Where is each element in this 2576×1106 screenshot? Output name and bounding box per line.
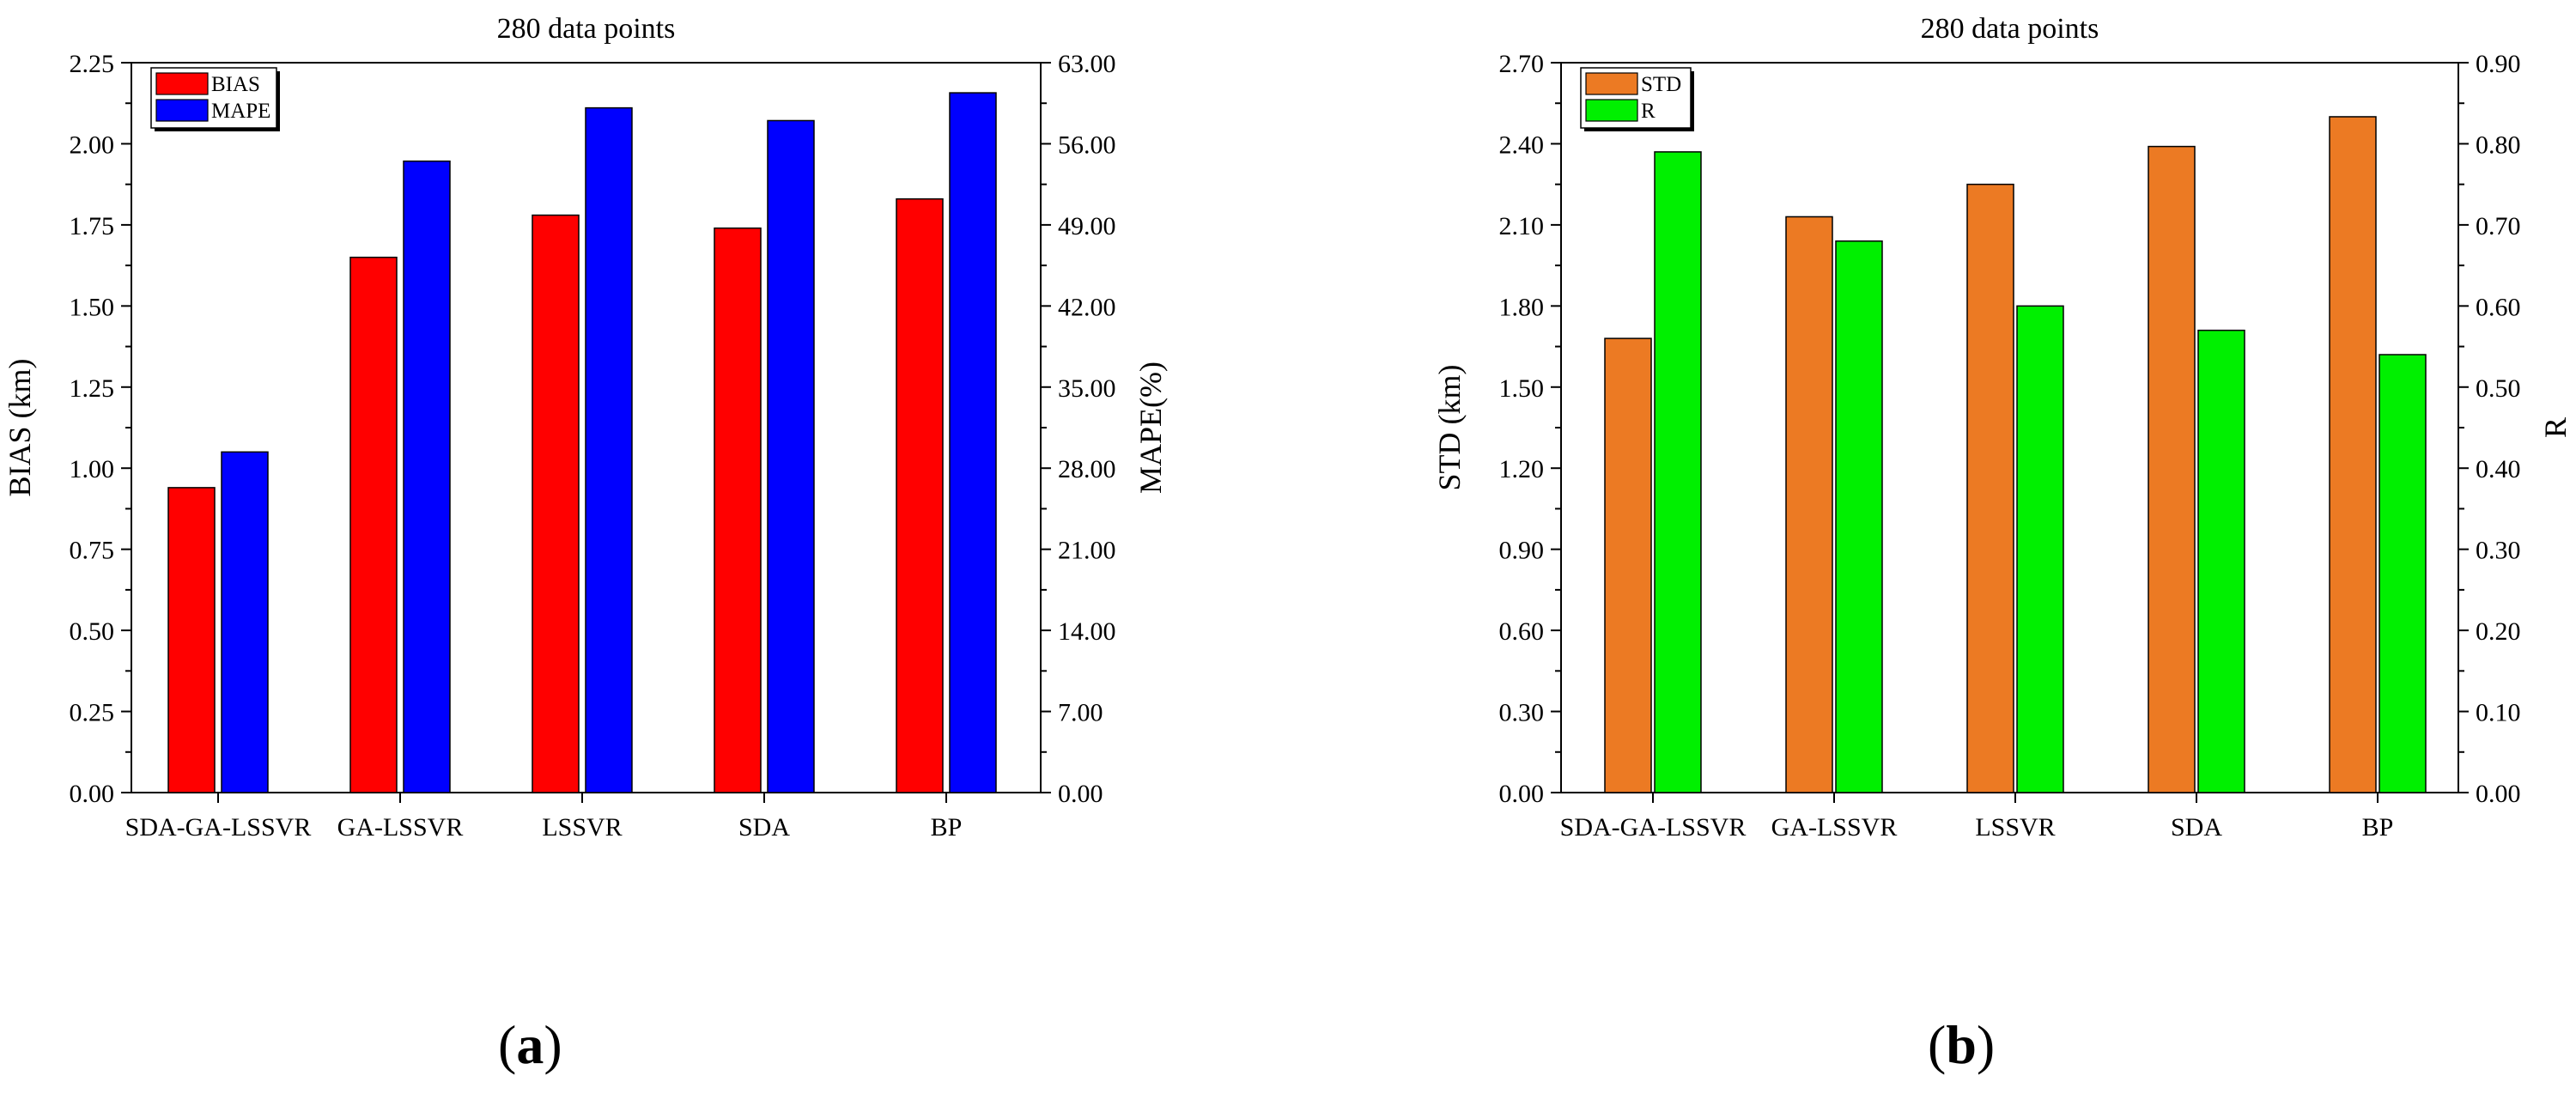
bar-std-ga-lssvr — [1785, 216, 1833, 793]
legend-swatch-std — [1585, 72, 1638, 95]
y2-tick-label: 14.00 — [1058, 617, 1116, 646]
chart-title: 280 data points — [1921, 13, 2099, 45]
y2-tick-label: 63.00 — [1058, 50, 1116, 78]
panel-label-a: (a) — [498, 1014, 562, 1075]
y-tick-label: 0.00 — [1499, 780, 1545, 808]
bar-r-sda — [2197, 329, 2245, 793]
y2-tick-label: 0.40 — [2476, 455, 2521, 483]
y-tick-label: 1.00 — [70, 455, 115, 483]
y2-tick-label: 0.50 — [2476, 374, 2521, 403]
legend: STD R — [1580, 67, 1694, 131]
bar-mape-lssvr — [585, 106, 633, 793]
x-tick-label: LSSVR — [1975, 813, 2055, 842]
y-tick-label: 0.60 — [1499, 617, 1545, 646]
legend-swatch-r — [1585, 99, 1638, 122]
bar-mape-sda — [767, 119, 815, 793]
x-tick-label: SDA — [2171, 813, 2222, 842]
bar-r-sda-ga-lssvr — [1654, 151, 1702, 793]
panel-label-b: (b) — [1928, 1014, 1996, 1075]
y-tick-label: 2.70 — [1499, 50, 1545, 78]
legend: BIAS MAPE — [150, 67, 280, 131]
legend-label-std: STD — [1641, 73, 1681, 96]
y-tick-label: 2.00 — [70, 131, 115, 159]
legend-label-bias: BIAS — [211, 73, 260, 96]
y-tick-label: 0.75 — [70, 537, 115, 565]
y-axis-label: BIAS (km) — [3, 359, 37, 497]
panel-letter-b: b — [1946, 1014, 1977, 1075]
panel-letter-a: a — [516, 1014, 544, 1075]
x-tick-label: GA-LSSVR — [337, 813, 464, 842]
y-tick-label: 2.40 — [1499, 131, 1545, 159]
y-tick-label: 2.25 — [70, 50, 115, 78]
y2-tick-label: 28.00 — [1058, 455, 1116, 483]
y-tick-label: 0.30 — [1499, 699, 1545, 727]
bar-std-sda-ga-lssvr — [1604, 337, 1652, 793]
x-tick-label: SDA — [738, 813, 790, 842]
y-tick-label: 2.10 — [1499, 212, 1545, 240]
y2-tick-label: 0.30 — [2476, 537, 2521, 565]
y2-tick-label: 35.00 — [1058, 374, 1116, 403]
y2-tick-label: 0.00 — [1058, 780, 1103, 808]
bar-bias-ga-lssvr — [349, 256, 398, 793]
legend-label-r: R — [1641, 100, 1656, 123]
chart-b: 280 data points 0.00 0.30 0.60 0.90 1.20 1.50 1… — [1432, 13, 2573, 842]
y-tick-label: 1.50 — [1499, 374, 1545, 403]
bar-mape-bp — [949, 92, 997, 793]
bar-bias-lssvr — [532, 214, 580, 793]
y2-tick-label: 21.00 — [1058, 537, 1116, 565]
legend-swatch-mape — [155, 99, 209, 122]
legend-label-mape: MAPE — [211, 100, 270, 123]
y2-tick-label: 7.00 — [1058, 699, 1103, 727]
y2-axis-label: MAPE(%) — [1133, 362, 1168, 494]
x-tick-label: BP — [2362, 813, 2394, 842]
y-axis-label: STD (km) — [1432, 365, 1467, 491]
y2-tick-label: 0.80 — [2476, 131, 2521, 159]
bar-std-bp — [2329, 116, 2377, 793]
y2-tick-label: 0.70 — [2476, 212, 2521, 240]
bar-bias-sda-ga-lssvr — [167, 487, 216, 793]
bar-bias-bp — [896, 198, 944, 793]
y2-tick-label: 0.60 — [2476, 293, 2521, 321]
bar-r-ga-lssvr — [1835, 240, 1883, 793]
bar-mape-ga-lssvr — [403, 160, 451, 793]
y-tick-label: 1.80 — [1499, 293, 1545, 321]
bar-r-lssvr — [2016, 305, 2064, 793]
y-tick-label: 0.90 — [1499, 537, 1545, 565]
y2-tick-label: 0.20 — [2476, 617, 2521, 646]
y-tick-label: 1.50 — [70, 293, 115, 321]
bar-r-bp — [2379, 354, 2427, 793]
bar-std-sda — [2148, 145, 2196, 793]
x-tick-label: GA-LSSVR — [1771, 813, 1898, 842]
y-tick-label: 1.20 — [1499, 455, 1545, 483]
bar-std-lssvr — [1966, 183, 2014, 793]
y-tick-label: 0.50 — [70, 617, 115, 646]
y2-tick-label: 49.00 — [1058, 212, 1116, 240]
y-tick-label: 0.25 — [70, 699, 115, 727]
y2-tick-label: 0.00 — [2476, 780, 2521, 808]
bar-mape-sda-ga-lssvr — [221, 451, 269, 793]
y-tick-label: 0.00 — [70, 780, 115, 808]
legend-swatch-bias — [155, 72, 209, 95]
y2-tick-label: 56.00 — [1058, 131, 1116, 159]
x-tick-label: BP — [931, 813, 963, 842]
y2-axis-label: R — [2538, 417, 2573, 438]
x-tick-label: SDA-GA-LSSVR — [125, 813, 312, 842]
y2-tick-label: 0.90 — [2476, 50, 2521, 78]
y-tick-label: 1.25 — [70, 374, 115, 403]
chart-a: 280 data points 0.00 0.25 0.50 0.75 1.00 1.25 1… — [3, 13, 1168, 842]
y2-tick-label: 42.00 — [1058, 293, 1116, 321]
chart-title: 280 data points — [497, 13, 676, 45]
bar-bias-sda — [714, 227, 762, 793]
y2-tick-label: 0.10 — [2476, 699, 2521, 727]
y-tick-label: 1.75 — [70, 212, 115, 240]
x-tick-label: LSSVR — [542, 813, 622, 842]
x-tick-label: SDA-GA-LSSVR — [1560, 813, 1747, 842]
